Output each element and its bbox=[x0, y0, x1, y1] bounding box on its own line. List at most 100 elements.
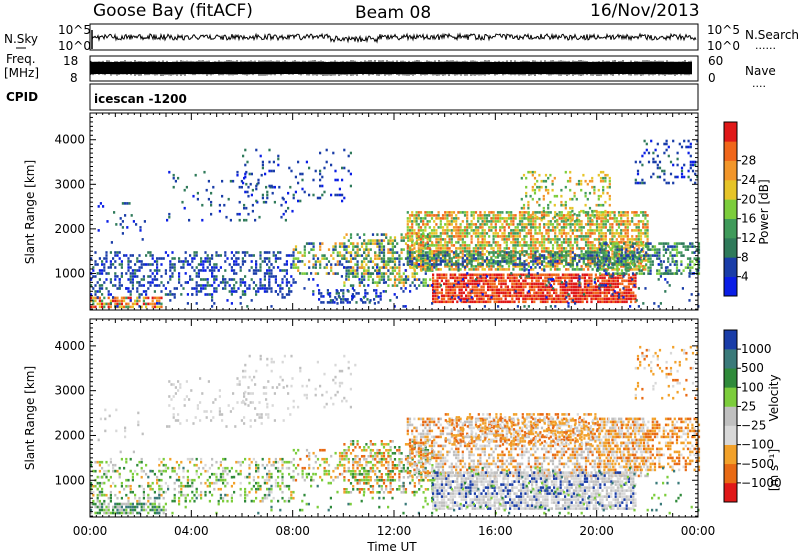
rti-cell bbox=[496, 235, 500, 238]
rti-cell bbox=[529, 214, 533, 217]
rti-cell bbox=[680, 145, 684, 149]
rti-cell bbox=[565, 254, 568, 257]
rti-cell bbox=[178, 278, 181, 281]
rti-cell bbox=[569, 176, 572, 180]
rti-cell bbox=[136, 290, 139, 293]
rti-cell bbox=[538, 259, 541, 262]
rti-cell bbox=[524, 285, 527, 289]
rti-cell bbox=[407, 275, 410, 278]
rti-cell bbox=[548, 285, 551, 289]
rti-cell bbox=[628, 220, 632, 223]
rti-cell bbox=[417, 250, 420, 253]
rti-cell bbox=[589, 223, 592, 226]
rti-cell bbox=[153, 275, 156, 278]
rti-cell bbox=[534, 226, 537, 229]
rti-cell bbox=[396, 278, 399, 281]
rti-cell bbox=[536, 232, 539, 235]
rti-cell bbox=[259, 278, 262, 281]
rti-cell bbox=[466, 217, 469, 220]
rti-cell bbox=[658, 251, 661, 254]
rti-cell bbox=[649, 266, 652, 269]
rti-cell bbox=[627, 273, 630, 277]
rti-cell bbox=[584, 203, 587, 207]
rti-cell bbox=[637, 244, 640, 247]
rti-cell bbox=[575, 276, 578, 280]
rti-cell bbox=[621, 300, 624, 304]
rti-cell bbox=[484, 291, 487, 295]
rti-cell bbox=[145, 254, 148, 257]
rti-cell bbox=[494, 268, 497, 271]
rti-cell bbox=[518, 223, 522, 226]
rti-cell bbox=[529, 170, 532, 174]
rti-cell bbox=[164, 269, 167, 272]
rti-cell bbox=[424, 265, 427, 268]
rti-cell bbox=[570, 291, 573, 295]
rti-cell bbox=[620, 248, 624, 251]
rti-cell bbox=[233, 272, 236, 275]
rti-cell bbox=[301, 260, 304, 263]
rti-cell bbox=[638, 251, 641, 254]
rti-cell bbox=[376, 272, 379, 275]
rti-cell bbox=[459, 251, 462, 254]
rti-cell bbox=[631, 251, 635, 254]
rti-cell bbox=[544, 285, 547, 289]
rti-cell bbox=[588, 282, 591, 286]
rti-cell bbox=[109, 293, 112, 296]
rti-cell bbox=[107, 290, 110, 293]
rti-cell bbox=[675, 251, 679, 254]
rti-cell bbox=[594, 282, 597, 286]
rti-cell bbox=[322, 301, 325, 304]
rti-cell bbox=[673, 242, 676, 245]
rti-cell bbox=[689, 154, 692, 158]
rti-cell bbox=[236, 212, 239, 216]
rti-cell bbox=[196, 197, 199, 201]
rti-cell bbox=[264, 172, 267, 176]
rti-cell bbox=[411, 220, 414, 223]
rti-cell bbox=[669, 272, 672, 275]
rti-cell bbox=[305, 272, 309, 275]
rti-cell bbox=[507, 223, 511, 226]
rti-cell bbox=[556, 223, 559, 226]
rti-cell bbox=[616, 245, 619, 248]
rti-cell bbox=[233, 260, 236, 263]
rti-cell bbox=[424, 211, 427, 214]
rti-cell bbox=[635, 211, 638, 214]
rti-cell bbox=[447, 291, 450, 295]
rti-cell bbox=[527, 206, 530, 210]
rti-cell bbox=[603, 300, 606, 304]
rti-cell bbox=[611, 250, 614, 253]
rti-cell bbox=[101, 260, 104, 263]
rti-cell bbox=[539, 273, 542, 277]
rti-cell bbox=[528, 285, 531, 289]
rti-cell bbox=[561, 294, 564, 298]
rti-cell bbox=[449, 273, 452, 277]
rti-cell bbox=[360, 254, 364, 257]
rti-cell bbox=[580, 209, 583, 213]
rti-cell bbox=[643, 151, 646, 155]
rti-cell bbox=[689, 245, 692, 248]
rti-cell bbox=[356, 269, 359, 272]
rti-cell bbox=[463, 247, 467, 250]
rti-cell bbox=[551, 238, 555, 241]
rti-cell bbox=[118, 305, 121, 309]
rti-cell bbox=[371, 242, 375, 245]
rti-cell bbox=[533, 276, 536, 280]
rti-cell bbox=[406, 263, 409, 266]
rti-cell bbox=[325, 160, 328, 164]
rti-cell bbox=[316, 284, 319, 287]
rti-cell bbox=[518, 263, 522, 266]
rti-cell bbox=[393, 245, 397, 248]
rti-cell bbox=[408, 232, 412, 235]
rti-cell bbox=[611, 232, 614, 235]
rti-cell bbox=[500, 300, 503, 304]
rti-cell bbox=[499, 265, 502, 268]
rti-cell bbox=[561, 291, 564, 295]
rti-cell bbox=[510, 214, 513, 217]
rti-cell bbox=[509, 276, 512, 280]
rti-cell bbox=[406, 260, 409, 263]
rti-cell bbox=[202, 260, 205, 263]
rti-cell bbox=[459, 232, 462, 235]
rti-cell bbox=[608, 276, 611, 280]
rti-cell bbox=[490, 268, 493, 271]
rti-cell bbox=[542, 294, 545, 298]
